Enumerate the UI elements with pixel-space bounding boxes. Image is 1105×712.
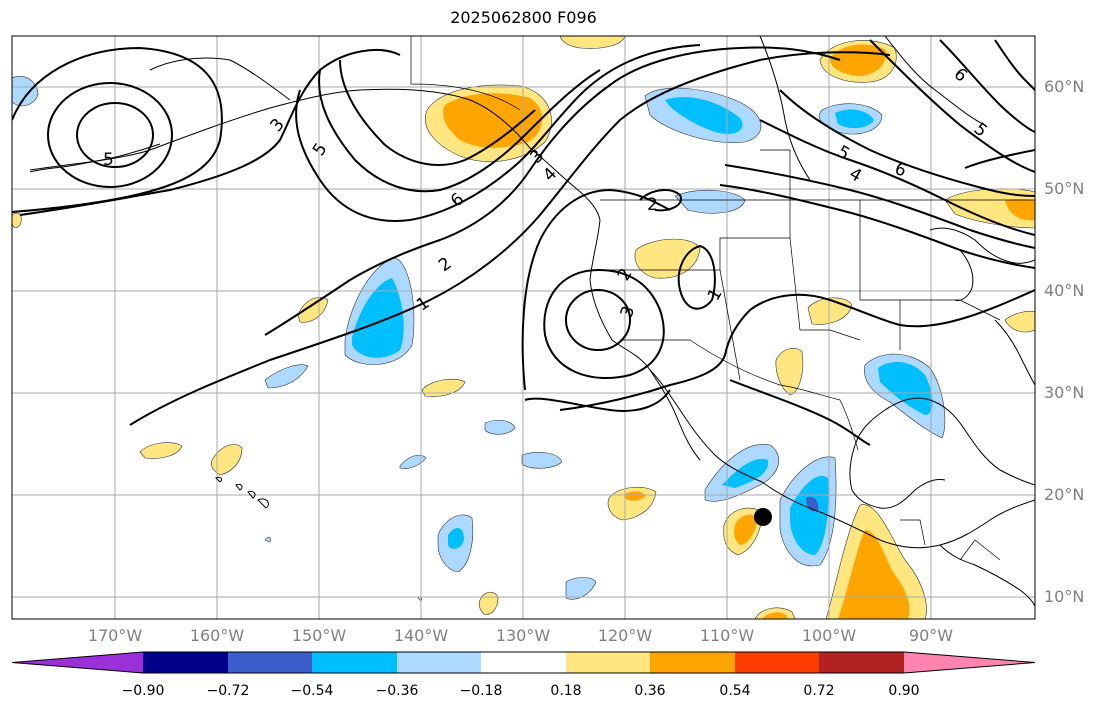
lat-label: 40°N: [1044, 281, 1085, 300]
lat-label: 50°N: [1044, 179, 1085, 198]
colorbar-tick-label: 0.72: [803, 683, 835, 699]
colorbar-tick-label: −0.90: [121, 683, 165, 699]
map-frame: [11, 35, 1036, 620]
map-title: 2025062800 F096: [450, 8, 597, 27]
colorbar-segment: [397, 652, 481, 673]
colorbar-tick-label: −0.72: [206, 683, 250, 699]
colorbar-segment: [566, 652, 650, 673]
lon-label: 130°W: [495, 626, 551, 645]
contour-label: 5: [103, 150, 114, 170]
colorbar-segment: [228, 652, 312, 673]
colorbar-segment: [12, 652, 143, 673]
colorbar-tick-label: 0.54: [719, 683, 751, 699]
lat-label: 10°N: [1044, 587, 1085, 606]
lon-label: 170°W: [87, 626, 143, 645]
contour-lines: [12, 39, 1035, 446]
coastlines: [29, 36, 1035, 607]
lon-label: 140°W: [393, 626, 449, 645]
lon-label: 120°W: [597, 626, 653, 645]
colorbar-tick-label: 0.36: [634, 683, 666, 699]
colorbar-segment: [312, 652, 397, 673]
political-boundaries: [410, 36, 1035, 561]
colorbar-segment: [735, 652, 819, 673]
lat-label: 20°N: [1044, 485, 1085, 504]
colorbar-segment: [650, 652, 735, 673]
lat-lon-grid: [12, 36, 1035, 619]
lat-label: 60°N: [1044, 77, 1085, 96]
colorbar: [11, 651, 1036, 674]
lon-label: 110°W: [699, 626, 755, 645]
contour-label: 2: [647, 195, 658, 215]
station-dot: [754, 508, 772, 526]
colorbar-segment: [143, 652, 228, 673]
colorbar-tick-label: 0.90: [888, 683, 920, 699]
colorbar-tick-label: 0.18: [550, 683, 582, 699]
colorbar-segment: [481, 652, 566, 673]
lon-label: 150°W: [291, 626, 347, 645]
lon-label: 160°W: [189, 626, 245, 645]
colorbar-tick-label: −0.36: [375, 683, 419, 699]
colorbar-outline: [11, 651, 1036, 674]
lon-label: 90°W: [908, 626, 954, 645]
colorbar-segment: [904, 652, 1035, 673]
colorbar-tick-label: −0.18: [459, 683, 503, 699]
colorbar-tick-label: −0.54: [290, 683, 334, 699]
lon-label: 100°W: [801, 626, 857, 645]
lat-label: 30°N: [1044, 383, 1085, 402]
colorbar-segment: [819, 652, 904, 673]
